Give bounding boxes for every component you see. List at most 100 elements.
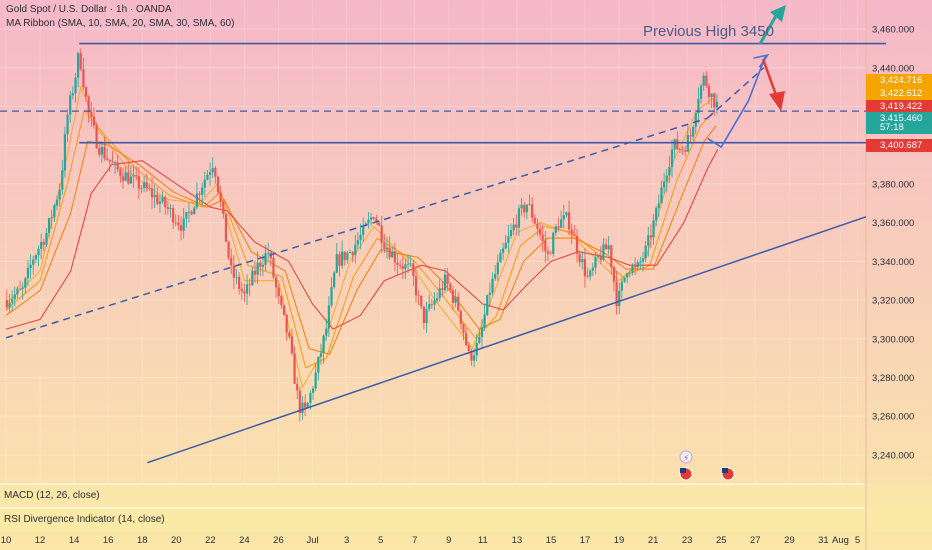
candle-body (111, 161, 114, 163)
candle-body (470, 350, 473, 361)
candle-body (301, 402, 304, 414)
candle-body (604, 244, 608, 250)
candle-body (570, 229, 573, 235)
symbol-legend[interactable]: Gold Spot / U.S. Dollar · 1h · OANDA (6, 4, 172, 15)
candle-body (179, 225, 183, 231)
candle-body (591, 267, 594, 271)
candle-body (475, 342, 478, 356)
candle-body (560, 219, 563, 228)
candle-body (135, 175, 138, 176)
candle-body (618, 290, 621, 307)
candle-body (232, 265, 235, 278)
candle-body (285, 314, 288, 333)
candle-body (235, 276, 238, 278)
candle-body (699, 85, 703, 99)
candle-body (396, 262, 399, 266)
candle-body (472, 355, 476, 361)
candle-body (264, 253, 267, 265)
candle-body (248, 284, 251, 286)
candle-body (325, 328, 328, 336)
candle-body (356, 240, 360, 245)
time-tick-label: 21 (648, 535, 659, 546)
candle-body (422, 306, 426, 324)
candle-body (660, 187, 663, 204)
candle-body (100, 146, 103, 155)
candle-body (375, 218, 378, 223)
candle-body (541, 234, 544, 241)
candle-body (504, 242, 507, 249)
candle-body (116, 162, 119, 170)
candle-body (454, 296, 457, 303)
ma-ribbon-legend[interactable]: MA Ribbon (SMA, 10, SMA, 20, SMA, 30, SM… (6, 18, 235, 29)
trendline (707, 67, 765, 119)
candle-body (372, 217, 375, 219)
candle-body (391, 251, 394, 258)
time-tick-label: Jul (306, 535, 318, 546)
time-tick-label: 7 (412, 535, 417, 546)
candle-body (441, 288, 444, 291)
candle-body (18, 288, 22, 290)
candle-body (443, 274, 447, 291)
candle-body (575, 236, 579, 254)
candle-body (309, 392, 312, 404)
time-tick-label: 24 (239, 535, 250, 546)
candle-body (573, 234, 576, 237)
event-icons[interactable]: ⚡ (679, 450, 735, 481)
macd-legend[interactable]: MACD (12, 26, close) (4, 490, 100, 501)
price-tag: 3,424.716 (866, 74, 932, 87)
candle-body (499, 252, 502, 263)
candle-body (127, 172, 130, 184)
price-tag: 3,419.422 (866, 100, 932, 113)
candle-body (459, 310, 462, 324)
candle-body (412, 263, 415, 277)
candle-body (694, 113, 697, 127)
time-tick-label: 19 (614, 535, 625, 546)
candle-body (63, 134, 67, 171)
candle-body (678, 149, 682, 150)
price-tick-label: 3,440.000 (872, 63, 914, 74)
rsi-legend[interactable]: RSI Divergence Indicator (14, close) (4, 514, 165, 525)
up-arrow-head (770, 5, 786, 22)
candle-body (597, 256, 600, 258)
candle-body (404, 264, 407, 269)
candle-body (417, 295, 420, 297)
time-tick-label: 14 (69, 535, 80, 546)
candle-body (383, 242, 386, 250)
candle-body (446, 274, 449, 285)
candle-body (681, 149, 684, 151)
candle-body (158, 201, 162, 204)
candle-body (153, 194, 156, 198)
candle-body (663, 181, 666, 188)
candle-body (150, 188, 154, 198)
candle-body (47, 218, 51, 233)
time-tick-label: 26 (273, 535, 284, 546)
candle-body (172, 208, 175, 223)
candle-body (607, 245, 610, 250)
rsi-pane (0, 508, 932, 532)
candle-body (330, 287, 333, 306)
candle-body (222, 201, 225, 214)
candle-body (628, 272, 631, 274)
candle-body (581, 259, 584, 263)
candle-body (296, 383, 299, 391)
candle-body (480, 327, 484, 338)
candle-body (509, 230, 513, 237)
candle-body (267, 252, 270, 254)
candle-body (282, 305, 286, 315)
time-tick-label: 5 (378, 535, 383, 546)
candle-body (103, 146, 106, 159)
time-tick-label: 10 (1, 535, 12, 546)
candle-body (209, 172, 212, 175)
up-arrow (758, 13, 779, 45)
candle-body (531, 204, 534, 218)
candle-body (362, 225, 365, 235)
candle-body (306, 403, 309, 408)
time-tick-label: 11 (478, 535, 488, 546)
candle-body (203, 179, 206, 188)
candle-body (190, 211, 193, 215)
candle-body (106, 158, 109, 160)
candle-body (641, 258, 645, 262)
price-tick-label: 3,260.000 (872, 412, 914, 423)
candle-body (428, 304, 431, 310)
